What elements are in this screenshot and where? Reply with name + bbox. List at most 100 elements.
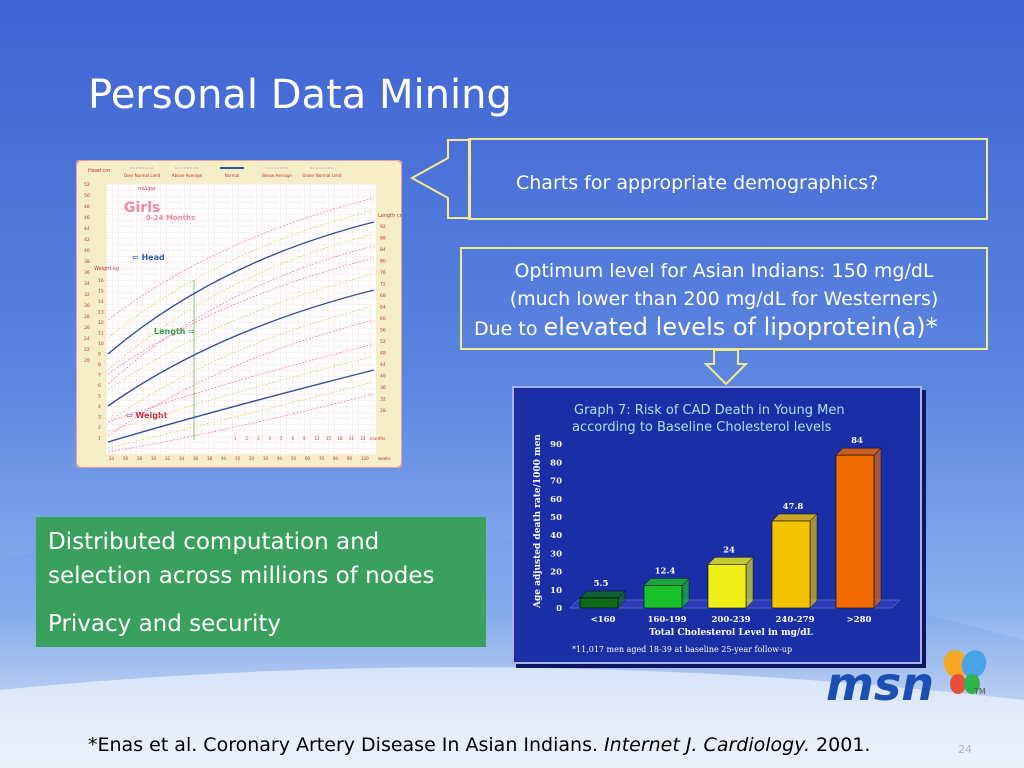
weight-tick: 8 bbox=[98, 362, 101, 368]
week-tick: 50 bbox=[291, 456, 297, 461]
growth-curve bbox=[107, 233, 375, 371]
length-tick: 36 bbox=[380, 385, 386, 391]
length-tick: 72 bbox=[380, 282, 386, 288]
bar bbox=[643, 585, 683, 609]
month-tick: 12 bbox=[315, 436, 321, 441]
week-tick: 90 bbox=[347, 456, 353, 461]
growth-curve bbox=[107, 257, 375, 375]
head-tick: 28 bbox=[84, 314, 90, 320]
head-tick: 24 bbox=[84, 336, 90, 342]
bar-top bbox=[707, 557, 754, 565]
head-tick: 46 bbox=[84, 215, 90, 221]
weight-tick: 11 bbox=[98, 331, 104, 337]
growth-curve bbox=[107, 197, 375, 321]
month-tick: 3 bbox=[257, 436, 260, 441]
head-tick: 38 bbox=[84, 259, 90, 265]
length-tick: 92 bbox=[380, 224, 386, 230]
bar-side bbox=[873, 447, 882, 609]
week-tick: 32 bbox=[165, 456, 171, 461]
growth-chart: Over Normal Limit Above Average Normal Belo… bbox=[76, 160, 402, 468]
chart-title-line-1: Graph 7: Risk of CAD Death in Young Men bbox=[574, 403, 845, 418]
bar-value-label: 47.8 bbox=[783, 502, 804, 512]
length-tick: 64 bbox=[380, 305, 386, 311]
demographics-text: Charts for appropriate demographics? bbox=[516, 172, 879, 194]
legend-label: Normal bbox=[225, 173, 239, 178]
week-tick: 60 bbox=[305, 456, 311, 461]
x-tick-label: <160 bbox=[591, 615, 616, 625]
month-tick: 4 bbox=[269, 436, 272, 441]
msn-logo: msn TM bbox=[826, 650, 987, 711]
weight-tick: 3 bbox=[98, 415, 101, 421]
x-tick-label: 160-199 bbox=[647, 615, 686, 625]
bar-top bbox=[579, 590, 626, 599]
month-tick: 18 bbox=[338, 436, 344, 441]
growth-curve bbox=[107, 381, 375, 449]
footnote: *Enas et al. Coronary Artery Disease In … bbox=[88, 734, 870, 756]
y-tick-label: 80 bbox=[550, 458, 562, 468]
head-tick: 34 bbox=[84, 281, 90, 287]
y-tick-label: 30 bbox=[550, 549, 562, 559]
length-tick: 80 bbox=[380, 259, 386, 265]
head-tick: 42 bbox=[84, 237, 90, 243]
growth-curve bbox=[107, 209, 375, 339]
weight-tick: 2 bbox=[98, 425, 101, 431]
head-tick: 32 bbox=[84, 292, 90, 298]
length-tick: 60 bbox=[380, 316, 386, 322]
page-number: 24 bbox=[958, 743, 972, 756]
footnote-prefix: *Enas et al. Coronary Artery Disease In … bbox=[88, 734, 605, 756]
month-tick: 15 bbox=[326, 436, 332, 441]
asian-indians-callout: Optimum level for Asian Indians: 150 mg/… bbox=[460, 247, 988, 350]
head-tick: 30 bbox=[84, 303, 90, 309]
head-tick: 36 bbox=[84, 270, 90, 276]
weight-axis-label: Weight kg bbox=[94, 266, 119, 272]
length-tick: 48 bbox=[380, 351, 386, 357]
legend-label: Over Normal Limit bbox=[124, 173, 161, 178]
bar-value-label: 84 bbox=[851, 436, 863, 446]
week-tick: 36 bbox=[193, 456, 199, 461]
growth-curve bbox=[107, 355, 375, 433]
growth-curve bbox=[107, 221, 375, 355]
month-tick: 6 bbox=[292, 436, 295, 441]
left-arrow-callout-icon bbox=[409, 139, 471, 219]
week-tick: 10 bbox=[235, 456, 241, 461]
growth-curve bbox=[107, 393, 375, 453]
length-tick: 88 bbox=[380, 236, 386, 242]
week-tick: 30 bbox=[263, 456, 269, 461]
msn-logo-text: msn bbox=[826, 657, 934, 711]
length-tick: 44 bbox=[380, 362, 386, 368]
length-tick: 76 bbox=[380, 270, 386, 276]
bar-top bbox=[643, 578, 690, 586]
legend-label: Under Normal Limit bbox=[302, 173, 341, 178]
x-tick-label: >280 bbox=[847, 615, 872, 625]
months-label: months bbox=[370, 436, 385, 441]
callout-line-3: Due to elevated levels of lipoprotein(a)… bbox=[462, 313, 986, 343]
week-tick: 24 bbox=[109, 456, 115, 461]
week-tick: 80 bbox=[333, 456, 339, 461]
length-tag: Length ⇨ bbox=[154, 327, 195, 336]
bar bbox=[707, 564, 747, 609]
footnote-year: 2001. bbox=[810, 734, 871, 756]
x-tick-label: 200-239 bbox=[711, 615, 750, 625]
bar-value-label: 12.4 bbox=[655, 566, 676, 576]
week-tick: 26 bbox=[123, 456, 129, 461]
y-tick-label: 70 bbox=[550, 477, 562, 487]
weight-tag: ⇦ Weight bbox=[126, 411, 168, 420]
bar-value-label: 24 bbox=[723, 545, 735, 555]
month-tick: 1 bbox=[234, 436, 237, 441]
brand-label: milupa bbox=[138, 186, 155, 192]
growth-curve bbox=[107, 369, 375, 443]
legend-label: Above Average bbox=[172, 173, 203, 178]
green-item-privacy: Privacy and security bbox=[48, 611, 281, 637]
week-tick: 30 bbox=[151, 456, 157, 461]
cad-risk-chart: Graph 7: Risk of CAD Death in Young Men a… bbox=[512, 386, 922, 664]
head-tick: 44 bbox=[84, 226, 90, 232]
bar bbox=[835, 454, 875, 609]
week-tick: 34 bbox=[179, 456, 185, 461]
bar-top bbox=[835, 447, 882, 456]
weight-tick: 7 bbox=[98, 373, 101, 379]
weight-tick: 15 bbox=[98, 289, 104, 295]
month-tick: 2 bbox=[246, 436, 249, 441]
callout-line-3-prefix: Due to bbox=[474, 318, 544, 340]
growth-curve bbox=[107, 343, 375, 423]
slide-title: Personal Data Mining bbox=[88, 72, 512, 118]
